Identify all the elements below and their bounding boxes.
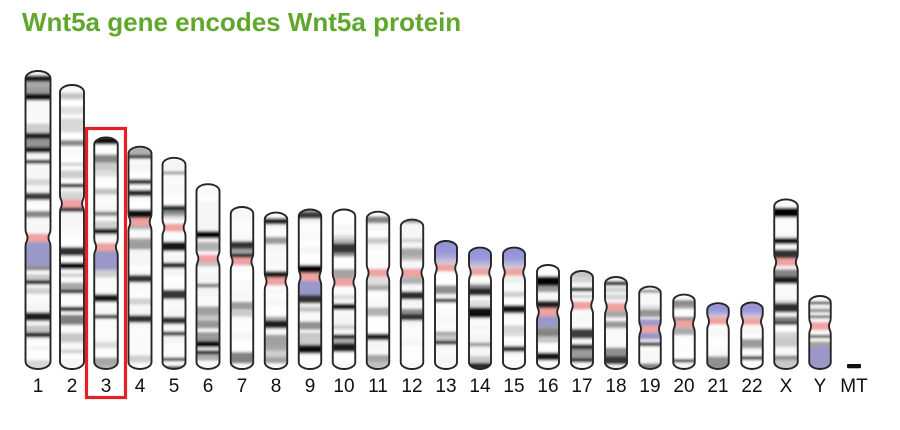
svg-text:6: 6 [203,376,214,397]
svg-text:18: 18 [605,376,626,397]
svg-text:4: 4 [135,376,146,397]
svg-text:17: 17 [571,376,592,397]
svg-text:16: 16 [537,376,558,397]
svg-text:8: 8 [271,376,282,397]
svg-text:10: 10 [333,376,354,397]
svg-text:Y: Y [814,376,827,397]
svg-text:5: 5 [169,376,180,397]
svg-text:3: 3 [101,376,112,397]
svg-text:12: 12 [401,376,422,397]
svg-text:19: 19 [639,376,660,397]
svg-text:13: 13 [435,376,456,397]
svg-text:14: 14 [469,376,491,397]
svg-text:21: 21 [707,376,728,397]
svg-text:11: 11 [368,376,388,397]
svg-text:9: 9 [305,376,316,397]
svg-text:15: 15 [503,376,524,397]
svg-text:2: 2 [67,376,78,397]
svg-text:7: 7 [237,376,248,397]
svg-text:MT: MT [840,376,868,397]
svg-text:1: 1 [33,376,44,397]
svg-text:X: X [780,376,793,397]
svg-text:20: 20 [673,376,694,397]
svg-text:22: 22 [741,376,762,397]
